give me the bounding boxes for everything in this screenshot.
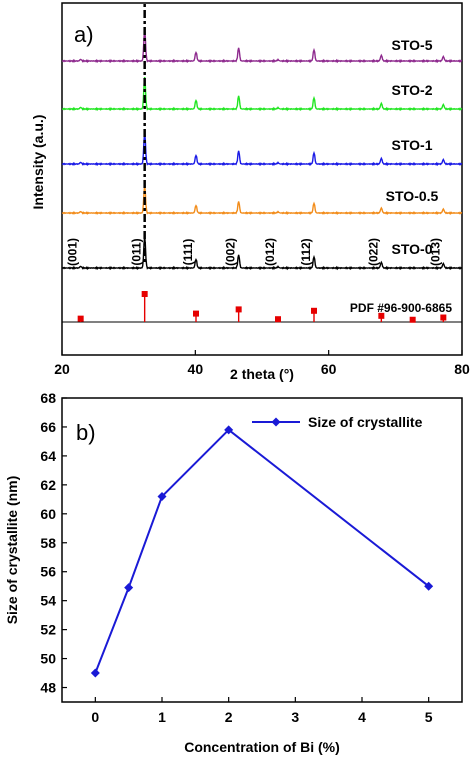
hkl-label: (013) xyxy=(428,238,442,266)
panel-a: a) (001) (011) (111) (002) (012) (112) (022) (0… xyxy=(30,2,470,382)
xrd-trace-sto-0-5 xyxy=(61,185,463,215)
trace-label: STO-2 xyxy=(392,82,433,98)
hkl-label: (001) xyxy=(66,238,80,266)
panel-a-frame xyxy=(61,2,463,356)
y-tick-label: 56 xyxy=(40,564,56,580)
reference-label: PDF #96-900-6865 xyxy=(350,301,452,315)
x-tick-label: 1 xyxy=(158,709,166,725)
hkl-label: (012) xyxy=(263,238,277,266)
legend-label: Size of crystallite xyxy=(308,414,423,430)
reference-pattern xyxy=(77,291,447,323)
data-point xyxy=(124,583,134,593)
x-tick-label: 20 xyxy=(54,361,70,377)
reference-marker xyxy=(77,315,84,322)
trace-labels: STO-5 STO-2 STO-1 STO-0.5 STO-0 xyxy=(386,37,439,257)
data-point xyxy=(157,491,167,501)
y-tick-label: 54 xyxy=(40,593,56,609)
x-tick-label: 40 xyxy=(188,361,204,377)
y-tick-label: 52 xyxy=(40,622,56,638)
x-tick-label: 2 xyxy=(225,709,233,725)
reference-marker xyxy=(378,312,385,319)
panel-b-frame xyxy=(61,397,463,703)
panel-b-y-ticks: 48 50 52 54 56 58 60 62 64 66 68 xyxy=(40,390,67,696)
y-tick-label: 58 xyxy=(40,535,56,551)
xrd-traces xyxy=(61,29,463,271)
xrd-trace-sto-2 xyxy=(61,77,463,112)
reference-marker xyxy=(193,310,199,317)
trace-label: STO-0 xyxy=(392,241,433,257)
reference-marker xyxy=(235,306,242,313)
reference-marker xyxy=(311,307,317,314)
hkl-label: (011) xyxy=(130,238,144,265)
panel-b: b) 48 50 52 54 56 58 60 62 64 66 68 0 1 2 3 4 5 Size of… xyxy=(4,390,463,755)
y-tick-label: 50 xyxy=(40,651,56,667)
y-tick-label: 60 xyxy=(40,506,56,522)
y-tick-label: 66 xyxy=(40,419,56,435)
panel-a-ylabel: Intensity (a.u.) xyxy=(30,115,46,210)
panel-b-x-ticks: 0 1 2 3 4 5 xyxy=(91,697,433,725)
y-tick-label: 48 xyxy=(40,680,56,696)
x-tick-label: 80 xyxy=(454,361,470,377)
crystallite-size-line xyxy=(94,428,430,674)
xrd-trace-sto-5 xyxy=(61,29,463,64)
trace-label: STO-1 xyxy=(392,137,433,153)
data-point xyxy=(424,581,434,591)
legend-marker xyxy=(271,417,281,427)
hkl-label: (002) xyxy=(224,238,238,266)
x-tick-label: 4 xyxy=(358,709,366,725)
panel-a-x-ticks: 20 40 60 80 xyxy=(54,350,470,377)
reference-marker xyxy=(440,314,447,321)
reference-marker xyxy=(409,316,416,323)
reference-marker xyxy=(141,291,148,297)
panel-b-letter: b) xyxy=(76,420,96,445)
panel-a-letter: a) xyxy=(74,22,94,47)
panel-b-xlabel: Concentration of Bi (%) xyxy=(184,739,340,755)
panel-b-legend: Size of crystallite xyxy=(252,414,423,430)
data-point xyxy=(224,425,234,435)
hkl-labels: (001) (011) (111) (002) (012) (112) (022) (013) xyxy=(66,238,443,266)
data-point xyxy=(90,668,100,678)
x-tick-label: 0 xyxy=(91,709,99,725)
x-tick-label: 5 xyxy=(425,709,433,725)
y-tick-label: 68 xyxy=(40,390,56,406)
xrd-trace-sto-0 xyxy=(61,236,463,271)
panel-b-ylabel: Size of crystallite (nm) xyxy=(4,476,20,625)
trace-label: STO-0.5 xyxy=(386,188,439,204)
x-tick-label: 60 xyxy=(321,361,337,377)
y-tick-label: 64 xyxy=(40,448,56,464)
y-tick-label: 62 xyxy=(40,477,56,493)
crystallite-size-points xyxy=(90,425,434,678)
hkl-label: (112) xyxy=(299,238,313,265)
hkl-label: (022) xyxy=(366,238,380,266)
reference-marker xyxy=(275,316,281,323)
x-tick-label: 3 xyxy=(291,709,299,725)
trace-label: STO-5 xyxy=(392,37,433,53)
hkl-label: (111) xyxy=(181,239,195,266)
panel-a-xlabel: 2 theta (°) xyxy=(230,366,294,382)
xrd-trace-sto-1 xyxy=(61,132,463,167)
